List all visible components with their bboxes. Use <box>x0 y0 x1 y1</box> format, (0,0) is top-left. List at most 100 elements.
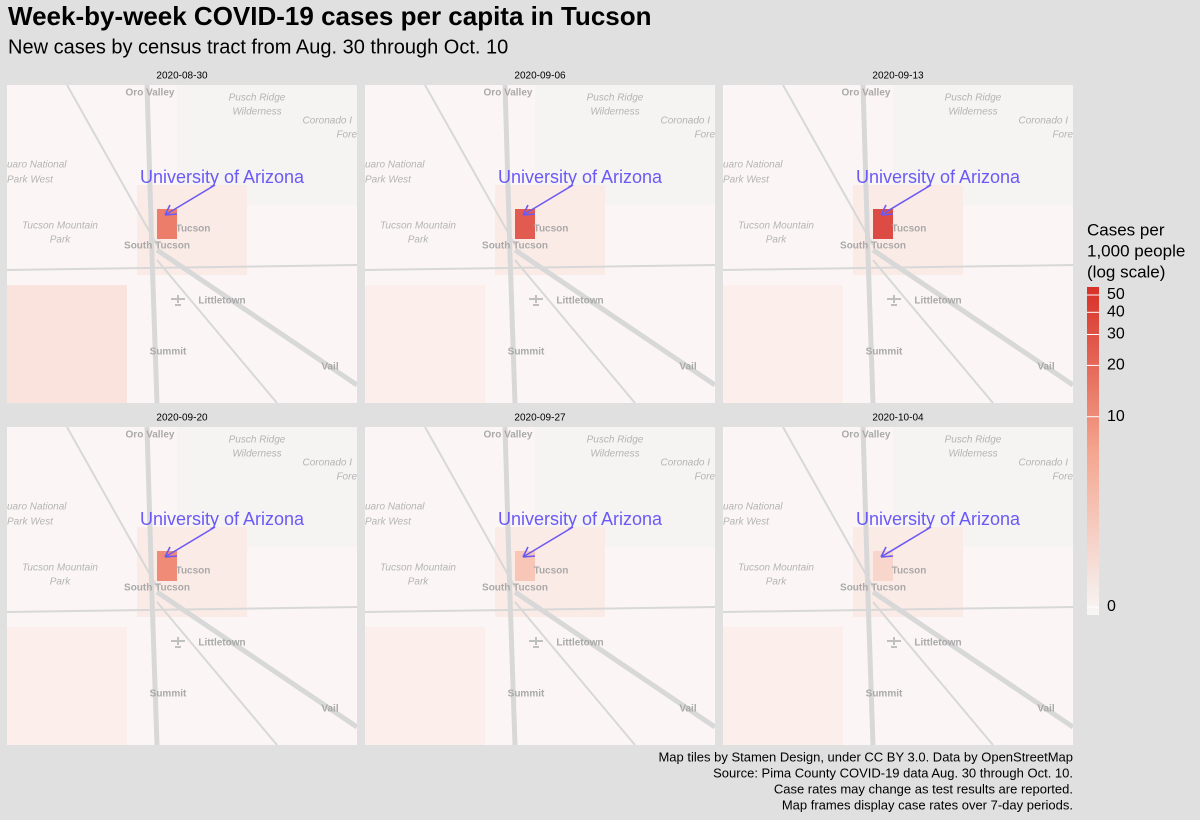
road <box>871 247 1073 388</box>
place-label: Wilderness <box>590 107 639 118</box>
map-panel: Oro Valley Pusch Ridge Wilderness Coronado … <box>7 427 357 745</box>
place-label: Oro Valley <box>484 88 533 99</box>
tract-area <box>495 527 605 617</box>
place-label: Park West <box>7 175 54 186</box>
place-label: Park West <box>7 517 54 528</box>
road <box>860 427 876 745</box>
annotation: University of Arizona <box>140 167 305 187</box>
place-label: Vail <box>679 704 696 715</box>
road <box>871 589 1073 730</box>
legend-title: 1,000 people <box>1087 241 1185 260</box>
subtitle: New cases by census tract from Aug. 30 t… <box>8 36 508 58</box>
place-label: Oro Valley <box>126 88 175 99</box>
road <box>424 427 516 588</box>
place-label: Coronado I <box>303 116 353 127</box>
place-label: Vail <box>321 704 338 715</box>
place-label: Oro Valley <box>126 430 175 441</box>
place-label: Park <box>766 235 788 246</box>
panel-date: 2020-09-06 <box>514 71 566 82</box>
place-label: uaro National <box>723 502 783 513</box>
panel-date: 2020-10-04 <box>872 413 924 424</box>
tract-area <box>723 285 843 403</box>
place-label: Oro Valley <box>484 430 533 441</box>
tract-area <box>853 185 963 275</box>
airport-icon <box>887 295 901 306</box>
road <box>156 259 278 403</box>
place-label: Coronado I <box>1019 458 1069 469</box>
annotation-arrow <box>880 526 932 558</box>
road <box>513 247 715 388</box>
place-label: Summit <box>508 347 545 358</box>
legend-tick-label: 0 <box>1107 598 1116 615</box>
place-label: Park West <box>723 517 770 528</box>
legend-title: Cases per <box>1087 220 1165 239</box>
annotation-arrow <box>880 184 932 216</box>
map-panel: Oro Valley Pusch Ridge Wilderness Coronado … <box>365 85 715 403</box>
place-label: Wilderness <box>948 449 997 460</box>
place-label: Fore <box>694 130 715 141</box>
title: Week-by-week COVID-19 cases per capita i… <box>8 1 652 31</box>
road <box>424 85 516 246</box>
place-label: Park <box>408 577 430 588</box>
place-label: Pusch Ridge <box>945 435 1002 446</box>
place-label: Tucson Mountain <box>22 221 98 232</box>
annotation: University of Arizona <box>498 509 663 529</box>
place-label: Littletown <box>198 296 245 307</box>
road <box>860 85 876 403</box>
legend-tick-label: 40 <box>1107 304 1125 321</box>
place-label: South Tucson <box>840 583 906 594</box>
panel-date: 2020-09-27 <box>514 413 566 424</box>
place-label: Vail <box>321 362 338 373</box>
annotation-arrow <box>522 184 574 216</box>
place-label: Pusch Ridge <box>587 435 644 446</box>
caption: Map tiles by Stamen Design, under CC BY … <box>658 749 1073 764</box>
map-panel: Oro Valley Pusch Ridge Wilderness Coronado … <box>723 427 1073 745</box>
place-label: Tucson <box>534 566 569 577</box>
place-label: Wilderness <box>232 449 281 460</box>
road <box>872 259 994 403</box>
place-label: Pusch Ridge <box>945 93 1002 104</box>
caption: Map frames display case rates over 7-day… <box>782 797 1073 812</box>
place-label: Tucson <box>534 224 569 235</box>
road <box>514 259 636 403</box>
map-panel: Oro Valley Pusch Ridge Wilderness Coronado … <box>7 85 357 403</box>
place-label: Summit <box>508 689 545 700</box>
tract-area <box>7 627 127 745</box>
place-label: Littletown <box>556 296 603 307</box>
legend-tick-label: 20 <box>1107 357 1125 374</box>
place-label: Summit <box>866 689 903 700</box>
road <box>144 427 160 745</box>
airport-icon <box>171 637 185 648</box>
legend-tick-label: 50 <box>1107 286 1125 303</box>
map-panel: Oro Valley Pusch Ridge Wilderness Coronado … <box>723 85 1073 403</box>
place-label: Tucson Mountain <box>738 563 814 574</box>
tract-area <box>137 527 247 617</box>
place-label: Park <box>766 577 788 588</box>
place-label: Wilderness <box>948 107 997 118</box>
hotspot <box>157 209 177 239</box>
place-label: Park <box>50 235 72 246</box>
tract-area <box>723 627 843 745</box>
annotation: University of Arizona <box>856 167 1021 187</box>
tract-area <box>495 185 605 275</box>
tract-area <box>365 627 485 745</box>
caption: Case rates may change as test results ar… <box>774 781 1073 796</box>
place-label: South Tucson <box>124 241 190 252</box>
place-label: Pusch Ridge <box>229 93 286 104</box>
tract-area <box>365 285 485 403</box>
place-label: Coronado I <box>661 458 711 469</box>
tract-area <box>853 527 963 617</box>
annotation-arrow <box>164 184 216 216</box>
road <box>155 589 357 730</box>
place-label: Tucson <box>176 566 211 577</box>
place-label: South Tucson <box>124 583 190 594</box>
place-label: Vail <box>1037 704 1054 715</box>
place-label: Pusch Ridge <box>587 93 644 104</box>
colorbar <box>1087 287 1099 615</box>
airport-icon <box>171 295 185 306</box>
place-label: Fore <box>694 472 715 483</box>
place-label: Fore <box>1052 130 1073 141</box>
place-label: Park West <box>365 175 412 186</box>
place-label: Tucson Mountain <box>380 563 456 574</box>
hotspot <box>515 551 535 581</box>
